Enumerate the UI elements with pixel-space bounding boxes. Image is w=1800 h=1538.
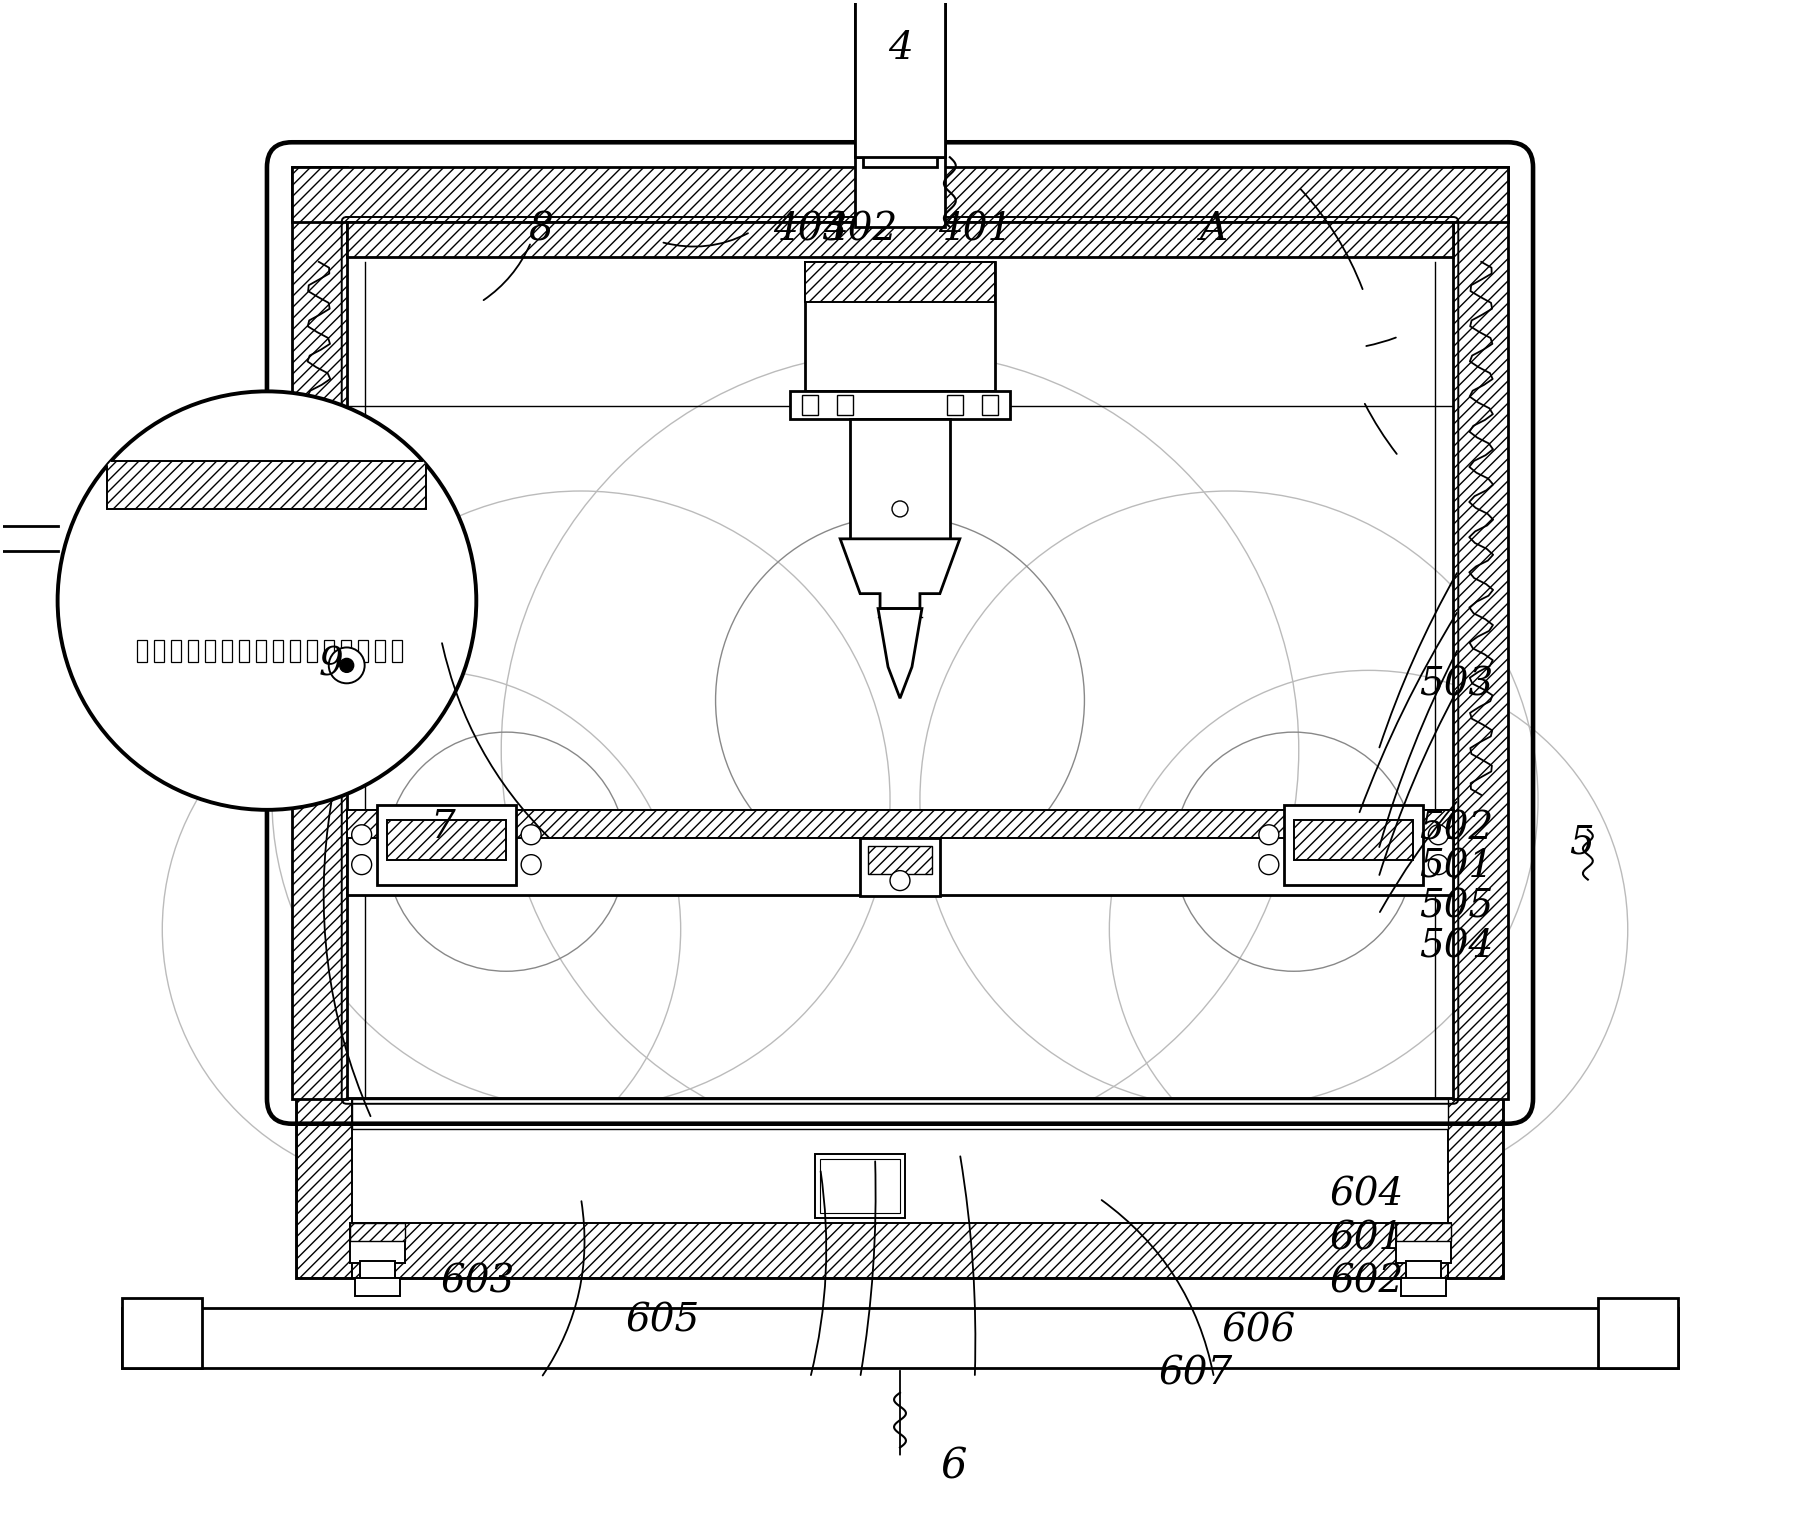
Bar (1397, 1223, 1451, 1241)
Bar (1598, 1298, 1678, 1367)
Bar (297, 1098, 351, 1278)
Text: 402: 402 (823, 211, 898, 248)
Bar (1449, 1098, 1503, 1278)
Circle shape (351, 855, 371, 875)
Text: 505: 505 (1418, 889, 1494, 926)
Bar (821, 1158, 900, 1213)
Bar (221, 640, 232, 663)
Polygon shape (841, 538, 959, 609)
Bar (137, 640, 148, 663)
Text: 604: 604 (1330, 1177, 1404, 1213)
Circle shape (889, 871, 911, 891)
Bar (340, 640, 351, 663)
Bar (347, 811, 1453, 838)
Bar (122, 1298, 202, 1367)
Circle shape (522, 855, 542, 875)
Text: 602: 602 (1330, 1264, 1404, 1301)
Bar (306, 640, 317, 663)
Text: 605: 605 (626, 1303, 700, 1340)
Bar (376, 804, 517, 884)
Text: 4: 4 (887, 31, 913, 68)
Bar (351, 1223, 1449, 1278)
Polygon shape (878, 609, 922, 698)
Bar (947, 395, 963, 415)
Bar (347, 811, 1453, 895)
Circle shape (893, 501, 907, 517)
Circle shape (1429, 824, 1449, 844)
Bar (1453, 168, 1508, 1098)
Bar (189, 640, 198, 663)
Bar (1397, 1223, 1451, 1263)
Bar (1406, 1261, 1442, 1281)
Bar (256, 640, 266, 663)
Bar (860, 838, 940, 895)
Text: 401: 401 (938, 211, 1012, 248)
Text: 503: 503 (1418, 666, 1494, 703)
Text: 502: 502 (1418, 811, 1494, 847)
Circle shape (58, 391, 477, 811)
Bar (855, 157, 945, 228)
Text: A: A (1201, 211, 1228, 248)
Bar (171, 640, 182, 663)
Bar (392, 640, 401, 663)
Text: 606: 606 (1222, 1313, 1296, 1350)
Text: 5: 5 (1570, 824, 1595, 861)
Bar (324, 640, 333, 663)
Bar (108, 461, 427, 509)
Bar (122, 1307, 1678, 1367)
Bar (205, 640, 216, 663)
Bar (387, 820, 506, 860)
Text: 504: 504 (1418, 929, 1494, 966)
Circle shape (329, 647, 365, 683)
Bar (868, 846, 932, 874)
Bar (981, 395, 997, 415)
Circle shape (340, 658, 353, 672)
Circle shape (351, 824, 371, 844)
Bar (292, 168, 347, 1098)
Bar (351, 1098, 1449, 1129)
Bar (803, 395, 819, 415)
Bar (347, 221, 1453, 257)
Bar (297, 1098, 1503, 1278)
Circle shape (1258, 824, 1278, 844)
Text: 403: 403 (774, 211, 848, 248)
Bar (850, 420, 950, 538)
Bar (1283, 804, 1424, 884)
Bar (805, 261, 995, 301)
Text: 8: 8 (529, 211, 553, 248)
Bar (349, 1223, 405, 1241)
Bar (292, 168, 1508, 221)
Circle shape (1258, 855, 1278, 875)
Bar (358, 640, 367, 663)
Bar (864, 0, 936, 168)
Bar (360, 1261, 394, 1281)
Bar (790, 391, 1010, 420)
Circle shape (522, 824, 542, 844)
Text: 6: 6 (941, 1446, 967, 1487)
Text: 601: 601 (1330, 1221, 1404, 1258)
Bar (374, 640, 385, 663)
Bar (349, 1223, 405, 1263)
Bar (805, 261, 995, 391)
Text: 607: 607 (1159, 1357, 1233, 1393)
Bar (837, 395, 853, 415)
Text: 9: 9 (319, 646, 344, 683)
Bar (155, 640, 164, 663)
Bar (355, 1278, 400, 1297)
Bar (274, 640, 283, 663)
Circle shape (1429, 855, 1449, 875)
Bar (1402, 1278, 1447, 1297)
Bar (290, 640, 301, 663)
Bar (855, 0, 945, 157)
Text: 7: 7 (430, 809, 455, 846)
Bar (239, 640, 248, 663)
Bar (815, 1154, 905, 1218)
Text: 603: 603 (441, 1264, 515, 1301)
Bar (1294, 820, 1413, 860)
Text: 501: 501 (1418, 849, 1494, 886)
